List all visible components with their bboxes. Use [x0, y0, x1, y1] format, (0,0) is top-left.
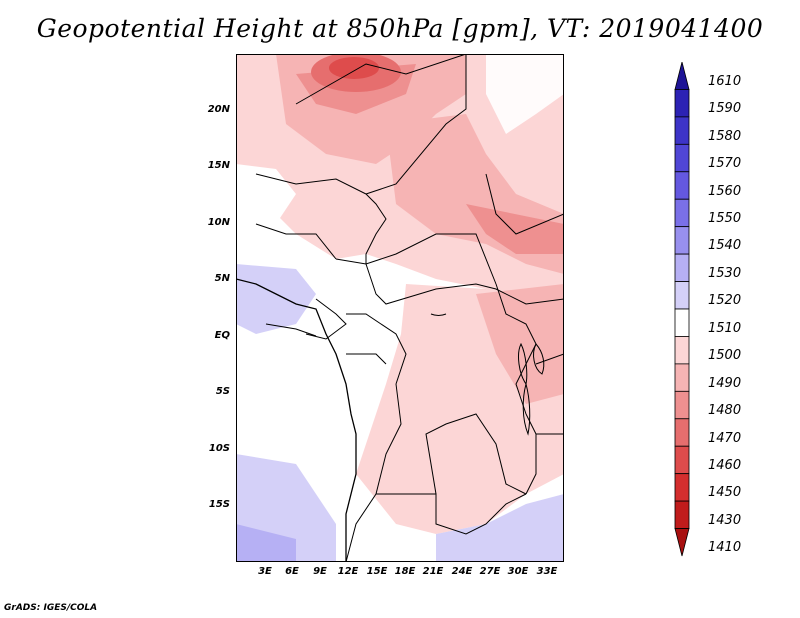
lon-label: 27E	[479, 566, 501, 577]
colorbar-label: 1490	[708, 375, 742, 391]
colorbar-swatch	[674, 418, 690, 447]
lon-label: 15E	[366, 566, 388, 577]
colorbar-label: 1560	[708, 183, 742, 199]
colorbar-label: 1520	[708, 293, 742, 309]
colorbar-label: 1580	[708, 128, 742, 144]
colorbar-swatch	[674, 390, 690, 420]
colorbar-swatch	[674, 363, 690, 392]
colorbar-swatch	[674, 171, 690, 200]
colorbar-swatch	[674, 336, 690, 365]
colorbar-swatch	[674, 281, 690, 310]
lon-label: 21E	[422, 566, 444, 577]
colorbar-swatch	[674, 500, 690, 529]
map-panel	[236, 54, 564, 562]
lon-label: 9E	[313, 566, 327, 577]
colorbar-label: 1530	[708, 265, 742, 281]
lat-label: 15N	[207, 160, 230, 171]
lon-label: 30E	[507, 566, 529, 577]
lat-label: 10S	[208, 443, 230, 454]
lon-label: 12E	[337, 566, 359, 577]
colorbar-swatch	[674, 198, 690, 228]
colorbar-label: 1590	[708, 101, 742, 117]
colorbar-label: 1610	[708, 73, 742, 89]
colorbar-label: 1410	[708, 540, 742, 556]
lon-label: 33E	[536, 566, 558, 577]
colorbar-swatch	[674, 116, 690, 145]
map-field	[236, 54, 564, 562]
lon-label: 6E	[285, 566, 299, 577]
lat-label: 5N	[214, 273, 230, 284]
chart-title: Geopotential Height at 850hPa [gpm], VT:…	[36, 14, 764, 43]
footer-credit: GrADS: IGES/COLA	[4, 603, 98, 613]
colorbar-swatch	[674, 528, 690, 557]
lat-label: 10N	[207, 217, 230, 228]
colorbar-label: 1470	[708, 430, 742, 446]
map-frame	[236, 54, 564, 562]
colorbar-label: 1480	[708, 403, 742, 419]
colorbar-swatches	[674, 61, 690, 557]
colorbar-swatch	[674, 308, 690, 337]
colorbar-swatch	[674, 445, 690, 475]
colorbar-swatch	[674, 473, 690, 502]
lat-label: 5S	[215, 386, 230, 397]
lon-label: 18E	[394, 566, 416, 577]
colorbar-label: 1570	[708, 156, 742, 172]
lon-label: 3E	[258, 566, 272, 577]
colorbar-label: 1510	[708, 320, 742, 336]
colorbar-label: 1450	[708, 485, 742, 501]
colorbar-label: 1460	[708, 457, 742, 473]
colorbar-label: 1540	[708, 238, 742, 254]
lat-label: 15S	[208, 499, 230, 510]
colorbar-swatch	[674, 143, 690, 173]
colorbar-label: 1430	[708, 512, 742, 528]
colorbar-label: 1500	[708, 348, 742, 364]
colorbar-label: 1550	[708, 210, 742, 226]
lat-label: 20N	[207, 104, 230, 115]
colorbar-swatch	[674, 61, 690, 90]
colorbar-swatch	[674, 253, 690, 282]
colorbar: 1610 1590 1580 1570 1560 1550 1540 1530 1520 1510…	[672, 61, 792, 562]
lat-label: EQ	[214, 330, 230, 341]
colorbar-swatch	[674, 226, 690, 255]
lon-label: 24E	[451, 566, 473, 577]
colorbar-swatch	[674, 89, 690, 118]
